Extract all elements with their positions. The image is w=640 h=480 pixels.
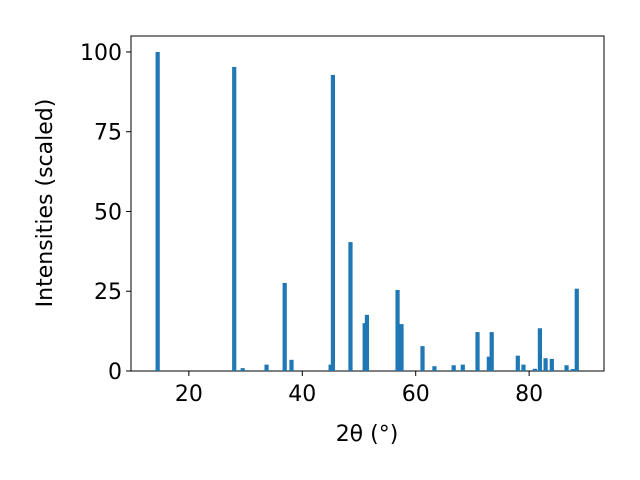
bar (537, 328, 543, 371)
x-axis-label: 2θ (°) (336, 422, 399, 447)
y-tick-label: 25 (94, 280, 122, 305)
bar (460, 364, 465, 371)
bar (330, 74, 336, 371)
bar (328, 364, 333, 371)
bar (395, 289, 400, 371)
bar (451, 365, 456, 371)
y-tick-label: 50 (94, 200, 122, 225)
bar (543, 358, 548, 371)
x-tick-label: 80 (515, 382, 543, 407)
bar (549, 358, 554, 371)
bar (362, 323, 367, 371)
bar (348, 242, 353, 371)
bar (399, 324, 404, 371)
bar (532, 368, 537, 371)
bar (240, 368, 245, 371)
bar (515, 355, 520, 371)
bar (475, 332, 480, 371)
y-tick-label: 75 (94, 121, 122, 146)
bar (486, 356, 491, 371)
bar (282, 282, 287, 371)
x-tick-label: 40 (288, 382, 316, 407)
bar (432, 366, 437, 371)
bar (489, 332, 494, 371)
bar (155, 51, 160, 371)
bar (570, 369, 575, 371)
x-tick-label: 60 (402, 382, 430, 407)
bar (289, 359, 294, 371)
y-tick-label: 0 (108, 360, 122, 385)
bar (420, 346, 425, 371)
bar (564, 365, 569, 371)
y-tick-label: 100 (80, 41, 122, 66)
bar (364, 314, 370, 371)
y-axis-label: Intensities (scaled) (33, 99, 58, 308)
bar (574, 288, 579, 371)
bar (521, 364, 526, 371)
bar (232, 66, 237, 371)
x-tick-label: 20 (175, 382, 203, 407)
bar (264, 364, 269, 371)
